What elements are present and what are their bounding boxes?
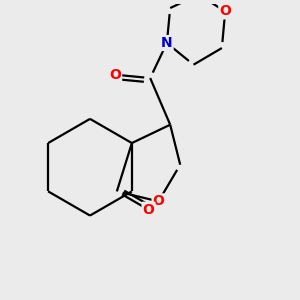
- Text: N: N: [161, 36, 173, 50]
- Text: O: O: [219, 4, 231, 18]
- Text: O: O: [142, 203, 154, 217]
- Text: O: O: [153, 194, 164, 208]
- Text: O: O: [109, 68, 121, 82]
